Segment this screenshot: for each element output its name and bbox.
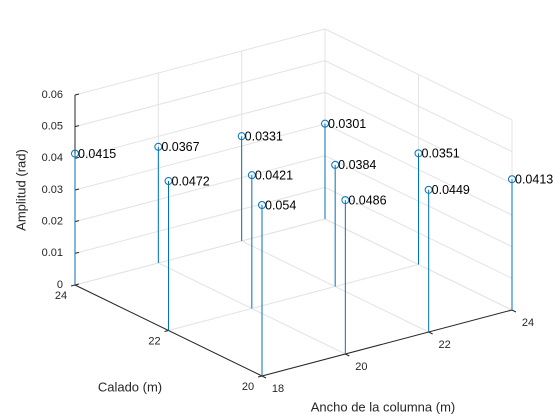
grid-line [74, 218, 326, 286]
grid-line [168, 264, 419, 331]
z-tick [74, 220, 80, 223]
x-tick [345, 353, 350, 357]
z-tick-label: 0 [57, 279, 63, 291]
data-label: 0.0421 [255, 168, 293, 182]
z-tick [74, 251, 80, 254]
z-tick-label: 0.04 [42, 152, 63, 164]
z-tick-label: 0.01 [42, 247, 63, 259]
x-tick-label: 22 [439, 339, 451, 351]
stem-marker [414, 149, 423, 158]
x-tick-label: 20 [355, 361, 367, 373]
x-tick [261, 375, 267, 379]
y-tick [164, 330, 169, 332]
y-tick-label: 20 [242, 381, 254, 393]
z-tick [74, 283, 80, 286]
x-tick [428, 331, 433, 335]
data-label: 0.0367 [161, 140, 199, 154]
stem-marker [247, 171, 256, 180]
y-tick-label: 24 [55, 290, 67, 302]
grid-line [324, 91, 513, 184]
data-label: 0.0413 [515, 173, 553, 187]
z-tick [74, 125, 80, 128]
z-tick-label: 0.06 [42, 89, 63, 101]
data-label: 0.0472 [172, 174, 210, 188]
stem-marker [154, 142, 163, 151]
data-label: 0.054 [265, 198, 296, 212]
z-tick-label: 0.03 [42, 184, 63, 196]
stem-marker [237, 132, 246, 141]
z-tick [74, 188, 80, 191]
data-label: 0.0486 [348, 193, 386, 207]
stem-marker [258, 201, 266, 209]
grid-line [74, 155, 326, 223]
data-label: 0.0384 [338, 158, 376, 172]
x-tick-label: 18 [272, 383, 284, 395]
grid-line [74, 186, 326, 254]
y-tick-label: 22 [148, 335, 160, 347]
grid-line [74, 91, 326, 159]
data-label: 0.0449 [432, 183, 470, 197]
stem-marker [508, 175, 516, 184]
grid-line [324, 60, 513, 153]
grid-line [74, 28, 326, 96]
data-label: 0.0301 [328, 117, 366, 131]
grid-line [74, 123, 326, 191]
y-tick [257, 375, 263, 378]
grid-line [74, 60, 326, 128]
z-tick [74, 156, 80, 159]
stem-marker [164, 177, 173, 186]
stem-marker [424, 185, 433, 194]
stem-marker [341, 196, 350, 205]
z-axis-label: Amplitud (rad) [13, 149, 28, 231]
x-axis [261, 309, 513, 377]
z-tick-label: 0.02 [42, 216, 63, 228]
y-axis-label: Calado (m) [98, 379, 162, 394]
stem-marker [331, 160, 340, 169]
data-label: 0.0331 [245, 129, 283, 143]
stem-marker [71, 149, 79, 158]
y-tick [70, 284, 76, 287]
data-label: 0.0351 [422, 147, 460, 161]
z-tick-label: 0.05 [42, 121, 63, 133]
x-axis-label: Ancho de la columna (m) [311, 399, 456, 414]
grid-line [324, 28, 513, 121]
stem-marker [321, 119, 329, 128]
x-tick-label: 24 [522, 317, 534, 329]
data-label: 0.0415 [78, 147, 116, 161]
x-tick [511, 309, 517, 313]
z-tick [74, 93, 80, 96]
